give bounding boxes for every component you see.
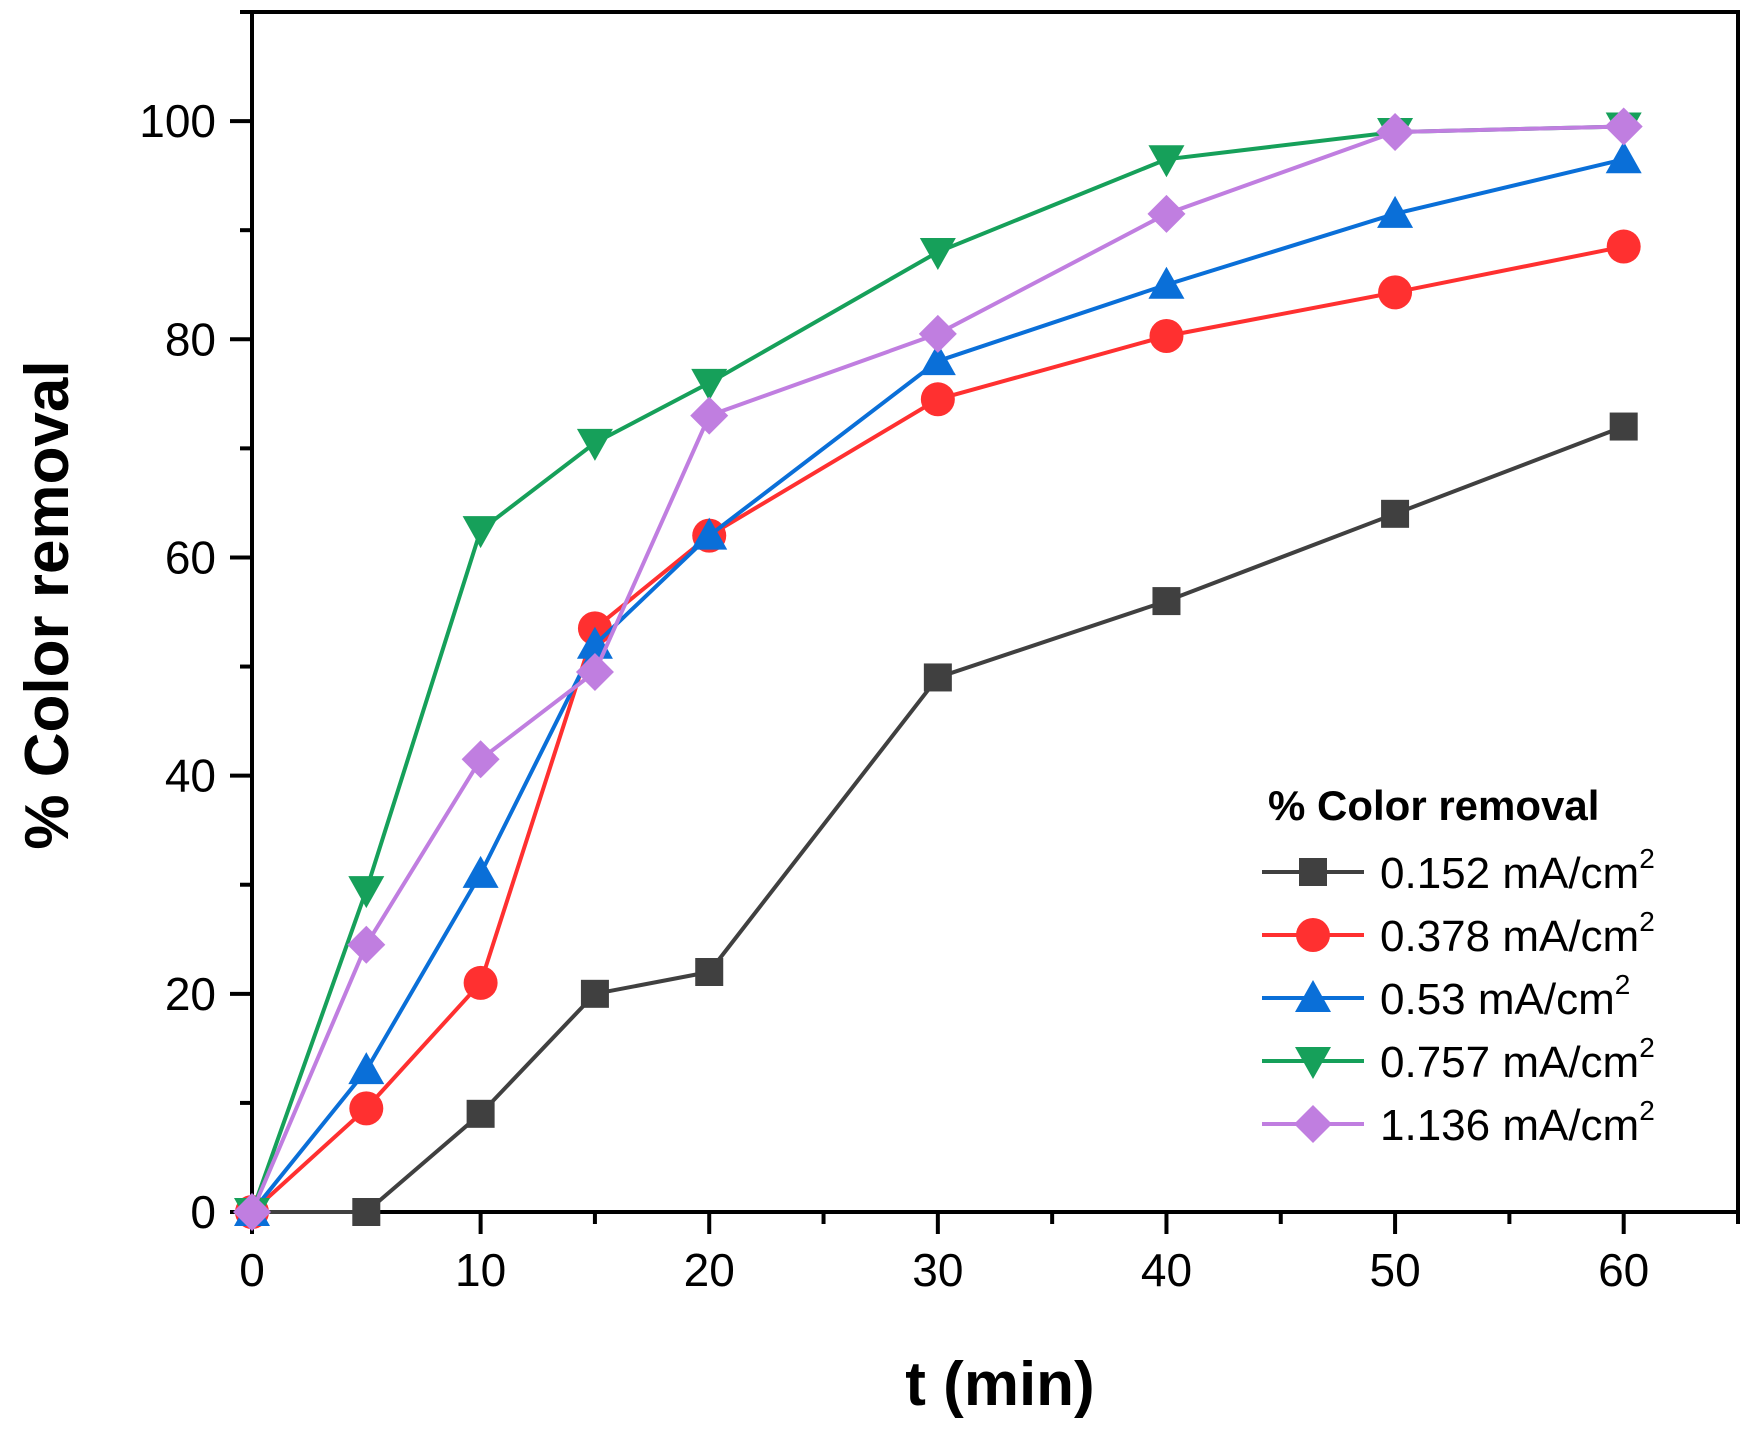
data-point <box>352 1198 381 1226</box>
data-point <box>691 517 728 550</box>
plot-series <box>233 107 1643 1231</box>
data-point <box>462 855 499 888</box>
legend: % Color removal 0.152 mA/cm2 0.378 mA/cm2… <box>1262 782 1655 1150</box>
data-point <box>920 382 955 417</box>
y-tick-label: 60 <box>165 531 216 583</box>
x-tick-label: 10 <box>455 1244 506 1296</box>
data-point <box>695 958 724 986</box>
x-axis-title: t (min) <box>905 1350 1094 1419</box>
x-tick-label: 60 <box>1598 1244 1649 1296</box>
data-point <box>919 343 956 376</box>
data-point <box>463 965 498 1000</box>
data-point <box>690 396 729 435</box>
legend-label: 0.53 mA/cm2 <box>1380 969 1630 1024</box>
data-point <box>1147 194 1186 233</box>
data-point <box>1605 141 1642 174</box>
legend-item: 0.152 mA/cm2 <box>1262 843 1655 898</box>
series-5 <box>233 107 1643 1231</box>
x-tick-label: 0 <box>239 1244 265 1296</box>
data-point <box>462 516 499 549</box>
legend-label: 1.136 mA/cm2 <box>1380 1095 1655 1150</box>
data-point <box>1148 266 1185 299</box>
axes <box>230 10 1740 1234</box>
data-point <box>466 1099 495 1128</box>
y-tick-label: 20 <box>165 968 216 1020</box>
data-point <box>1381 499 1410 528</box>
x-tick-label: 50 <box>1369 1244 1420 1296</box>
data-point <box>1152 587 1181 616</box>
data-point <box>691 368 728 401</box>
y-tick-label: 0 <box>190 1186 216 1238</box>
y-tick-label: 40 <box>165 750 216 802</box>
data-point <box>576 428 613 461</box>
legend-label: 0.152 mA/cm2 <box>1380 843 1655 898</box>
legend-item: 0.53 mA/cm2 <box>1262 969 1630 1024</box>
x-tick-label: 20 <box>684 1244 735 1296</box>
x-tick-label: 30 <box>912 1244 963 1296</box>
y-tick-label: 100 <box>139 95 216 147</box>
plot-frame <box>250 10 1740 1214</box>
data-point <box>233 1193 271 1231</box>
data-point <box>348 876 385 909</box>
data-point <box>347 925 386 964</box>
data-point <box>580 979 609 1008</box>
tick-labels: 0 10 20 30 40 50 60 0 20 40 60 80 100 <box>139 95 1649 1296</box>
data-point <box>1149 319 1184 353</box>
legend-marker <box>1295 1047 1331 1079</box>
data-point <box>1377 195 1414 228</box>
data-point <box>1376 113 1415 151</box>
legend-marker <box>1295 980 1331 1012</box>
x-tick-label: 40 <box>1141 1244 1192 1296</box>
data-point <box>575 653 614 691</box>
legend-title: % Color removal <box>1268 782 1599 829</box>
data-point <box>918 314 957 353</box>
legend-label: 0.378 mA/cm2 <box>1380 906 1655 961</box>
data-point <box>349 1091 384 1126</box>
data-point <box>1606 229 1641 264</box>
legend-marker <box>1294 1105 1332 1143</box>
data-point <box>1148 145 1185 178</box>
data-point <box>923 663 952 692</box>
y-tick-label: 80 <box>165 313 216 365</box>
data-point <box>1604 107 1643 146</box>
y-axis-title: % Color removal <box>13 360 82 849</box>
data-point <box>348 1052 385 1085</box>
legend-marker <box>1299 858 1327 886</box>
legend-item: 1.136 mA/cm2 <box>1262 1095 1655 1150</box>
legend-marker <box>1296 918 1330 952</box>
data-point <box>1378 275 1413 310</box>
data-point <box>461 740 500 779</box>
data-point <box>1609 412 1638 441</box>
legend-item: 0.757 mA/cm2 <box>1262 1032 1655 1087</box>
series-4 <box>234 112 1642 1230</box>
data-point <box>919 238 956 270</box>
legend-label: 0.757 mA/cm2 <box>1380 1032 1655 1087</box>
legend-item: 0.378 mA/cm2 <box>1262 906 1655 961</box>
